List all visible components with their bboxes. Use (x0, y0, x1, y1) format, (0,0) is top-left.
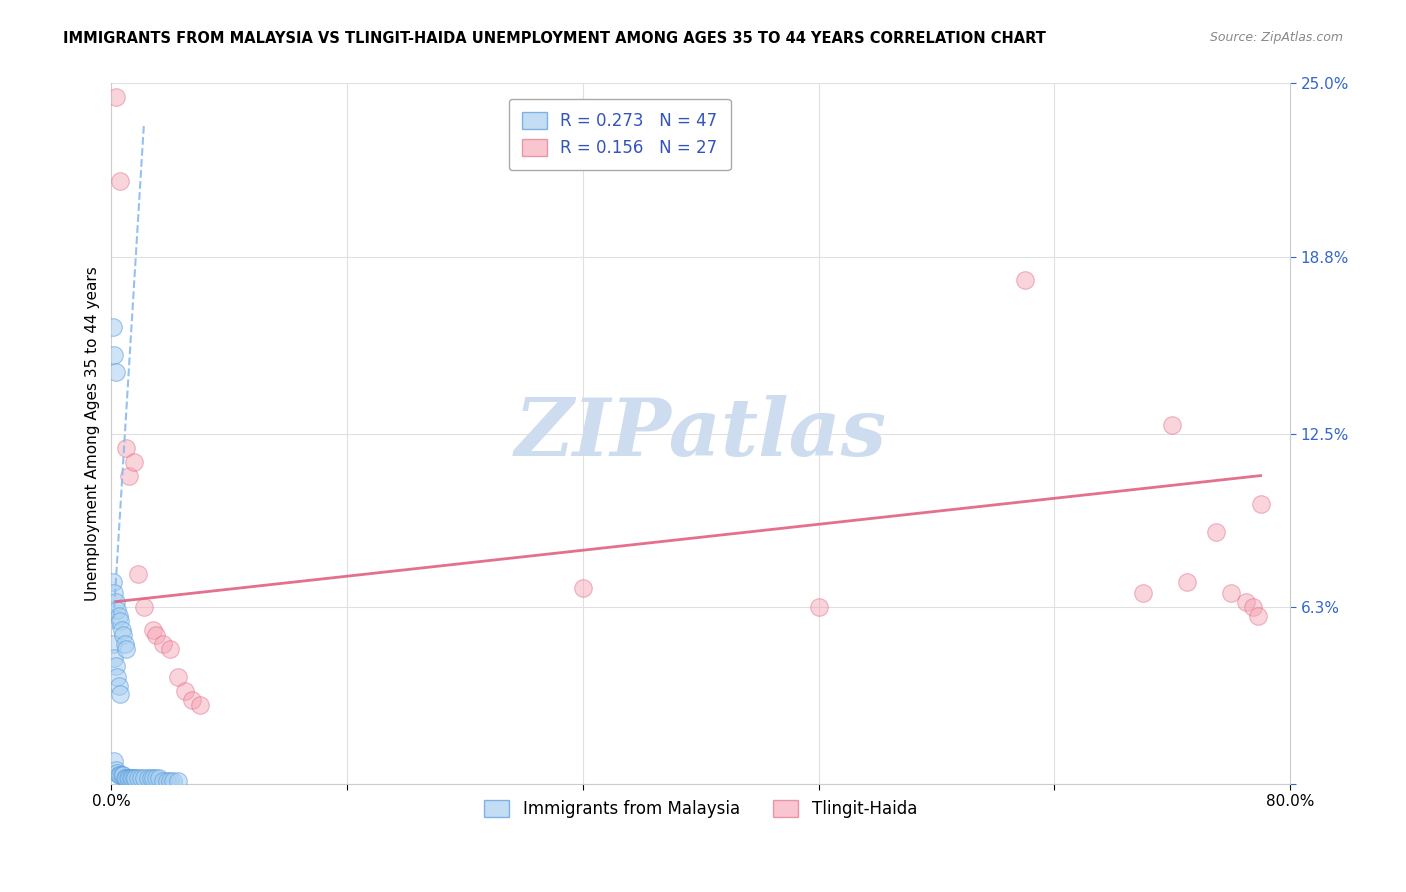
Point (152, 637, 174, 651)
Y-axis label: Unemployment Among Ages 35 to 44 years: Unemployment Among Ages 35 to 44 years (86, 266, 100, 601)
Point (1132, 586, 1154, 600)
Point (110, 614, 132, 628)
Point (1205, 524, 1227, 539)
Point (1014, 272, 1036, 286)
Text: Source: ZipAtlas.com: Source: ZipAtlas.com (1209, 31, 1343, 45)
Text: ZIPatlas: ZIPatlas (515, 395, 887, 473)
Point (112, 768, 135, 782)
Point (103, 348, 125, 362)
Point (107, 608, 129, 623)
Point (1175, 575, 1198, 590)
Point (117, 771, 139, 785)
Point (107, 768, 129, 782)
Point (114, 771, 136, 785)
Point (181, 692, 204, 706)
Point (1161, 418, 1184, 433)
Point (114, 637, 136, 651)
Point (156, 773, 179, 788)
Point (101, 320, 124, 334)
Point (127, 566, 149, 581)
Point (159, 642, 181, 657)
Point (103, 586, 125, 600)
Point (112, 628, 135, 642)
Point (105, 765, 128, 780)
Point (141, 771, 163, 785)
Point (148, 771, 170, 785)
Point (572, 581, 595, 595)
Point (121, 771, 143, 785)
Point (101, 637, 124, 651)
Point (142, 623, 165, 637)
Point (124, 771, 146, 785)
Point (132, 771, 155, 785)
Text: IMMIGRANTS FROM MALAYSIA VS TLINGIT-HAIDA UNEMPLOYMENT AMONG AGES 35 TO 44 YEARS: IMMIGRANTS FROM MALAYSIA VS TLINGIT-HAID… (63, 31, 1046, 46)
Point (110, 687, 132, 701)
Point (104, 365, 127, 379)
Point (103, 650, 125, 665)
Point (111, 768, 134, 782)
Point (1246, 608, 1268, 623)
Point (104, 595, 127, 609)
Point (145, 628, 167, 642)
Point (136, 771, 159, 785)
Point (105, 603, 128, 617)
Point (103, 755, 125, 769)
Point (166, 670, 188, 684)
Point (1220, 586, 1243, 600)
Point (159, 773, 181, 788)
Point (110, 174, 132, 188)
Point (104, 90, 127, 104)
Point (120, 771, 142, 785)
Point (110, 768, 132, 782)
Point (152, 773, 174, 788)
Point (145, 771, 167, 785)
Point (115, 441, 138, 455)
Point (104, 659, 127, 673)
Point (166, 773, 188, 788)
Point (127, 771, 149, 785)
Point (162, 773, 184, 788)
Point (142, 771, 165, 785)
Point (105, 670, 128, 684)
Point (122, 454, 145, 468)
Point (122, 771, 145, 785)
Point (1250, 497, 1272, 511)
Point (807, 600, 830, 615)
Point (115, 771, 138, 785)
Point (118, 771, 141, 785)
Point (107, 679, 129, 693)
Point (101, 575, 124, 590)
Point (1234, 595, 1257, 609)
Point (174, 684, 197, 698)
Point (104, 763, 127, 777)
Point (188, 698, 211, 713)
Point (115, 642, 138, 657)
Legend: Immigrants from Malaysia, Tlingit-Haida: Immigrants from Malaysia, Tlingit-Haida (478, 793, 924, 824)
Point (118, 468, 141, 483)
Point (1241, 600, 1264, 615)
Point (111, 623, 134, 637)
Point (129, 771, 152, 785)
Point (132, 600, 155, 615)
